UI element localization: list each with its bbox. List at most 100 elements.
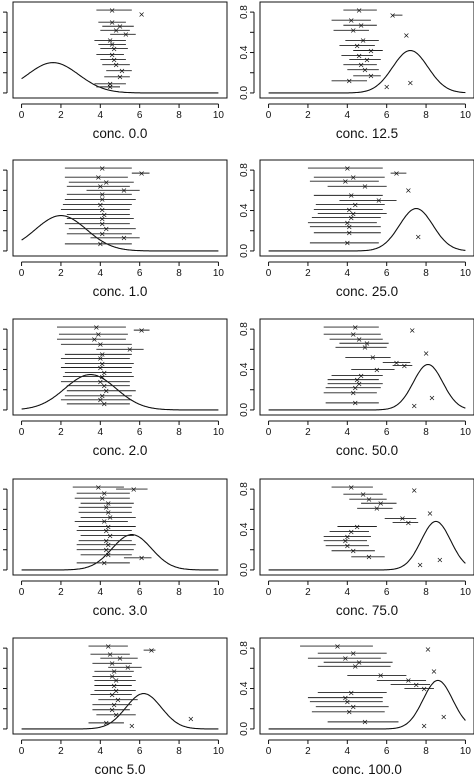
x-tick-label: 4 <box>98 110 104 121</box>
data-point: × <box>103 536 110 545</box>
y-tick-label: 0.4 <box>239 522 250 536</box>
x-tick-label: 2 <box>58 587 64 598</box>
data-point: × <box>99 372 106 381</box>
density-curve <box>21 374 219 411</box>
data-point: × <box>344 697 351 706</box>
x-tick-label: 4 <box>98 746 104 757</box>
data-point: × <box>377 499 384 508</box>
data-point: × <box>405 186 412 195</box>
data-point: × <box>334 642 341 651</box>
y-tick-label: 0.0 <box>239 563 250 577</box>
plot-frame <box>12 159 228 257</box>
data-point: × <box>373 365 380 374</box>
plot-frame <box>12 478 228 576</box>
x-tick-label: 4 <box>98 427 104 438</box>
data-point: × <box>99 195 106 204</box>
data-point: × <box>105 551 112 560</box>
data-point: × <box>125 663 132 672</box>
data-point: × <box>103 719 110 728</box>
y-tick-label: 0.8 <box>239 322 250 336</box>
y-tick-label: 0.0 <box>0 86 3 100</box>
data-point: × <box>342 536 349 545</box>
data-point: × <box>342 693 349 702</box>
data-point: × <box>362 66 369 75</box>
data-point: × <box>413 680 420 689</box>
data-point: × <box>358 21 365 30</box>
x-tick-label: 0 <box>19 110 25 121</box>
x-tick-label: 2 <box>58 746 64 757</box>
data-point: × <box>373 504 380 513</box>
data-point: × <box>356 658 363 667</box>
x-tick-label: 8 <box>176 110 182 121</box>
plot-frame <box>12 318 228 416</box>
data-point: × <box>411 402 418 411</box>
x-axis-label: conc. 75.0 <box>336 603 398 618</box>
data-point: × <box>95 483 102 492</box>
data-point: × <box>415 233 422 242</box>
data-point: × <box>107 36 114 45</box>
x-tick-label: 8 <box>176 587 182 598</box>
x-tick-label: 8 <box>176 746 182 757</box>
data-point: × <box>119 67 126 76</box>
data-point: × <box>103 526 110 535</box>
data-point: × <box>188 715 195 724</box>
data-point: × <box>109 706 116 715</box>
y-tick-label: 0.0 <box>239 722 250 736</box>
data-point: × <box>121 186 128 195</box>
x-tick-label: 10 <box>213 746 225 757</box>
x-tick-label: 0 <box>266 587 272 598</box>
x-tick-label: 8 <box>423 268 429 279</box>
y-tick-label: 0.8 <box>0 641 3 655</box>
x-tick-label: 10 <box>460 427 472 438</box>
data-point: × <box>91 335 98 344</box>
data-point: × <box>352 323 359 332</box>
data-point: × <box>352 200 359 209</box>
data-point: × <box>383 83 390 92</box>
data-point: × <box>105 522 112 531</box>
data-point: × <box>121 234 128 243</box>
data-point: × <box>417 561 424 570</box>
data-point: × <box>101 210 108 219</box>
data-point: × <box>366 553 373 562</box>
x-tick-label: 6 <box>384 110 390 121</box>
data-point: × <box>399 514 406 523</box>
data-point: × <box>101 381 108 390</box>
x-tick-label: 2 <box>305 427 311 438</box>
data-point: × <box>97 340 104 349</box>
density-curve <box>268 207 466 252</box>
data-point: × <box>107 80 114 89</box>
data-point: × <box>431 667 438 676</box>
data-point: × <box>350 26 357 35</box>
plot-frame <box>259 637 474 735</box>
data-point: × <box>99 214 106 223</box>
x-tick-label: 4 <box>98 268 104 279</box>
data-point: × <box>350 547 357 556</box>
data-point: × <box>358 371 365 380</box>
y-tick-label: 0.8 <box>239 163 250 177</box>
data-point: × <box>103 503 110 512</box>
data-point: × <box>95 330 102 339</box>
data-point: × <box>411 486 418 495</box>
data-point: × <box>346 229 353 238</box>
data-point: × <box>97 396 104 405</box>
plot-frame <box>12 1 228 99</box>
data-point: × <box>352 662 359 671</box>
y-tick-label: 0.0 <box>239 403 250 417</box>
data-point: × <box>97 240 104 249</box>
data-point: × <box>117 654 124 663</box>
data-point: × <box>348 688 355 697</box>
x-axis-label: conc 5.0 <box>94 762 145 777</box>
x-tick-label: 4 <box>345 746 351 757</box>
y-tick-label: 0.8 <box>239 641 250 655</box>
y-tick-label: 0.0 <box>0 722 3 736</box>
density-curve <box>268 520 466 571</box>
x-tick-label: 6 <box>137 268 143 279</box>
plot-frame <box>259 159 474 257</box>
